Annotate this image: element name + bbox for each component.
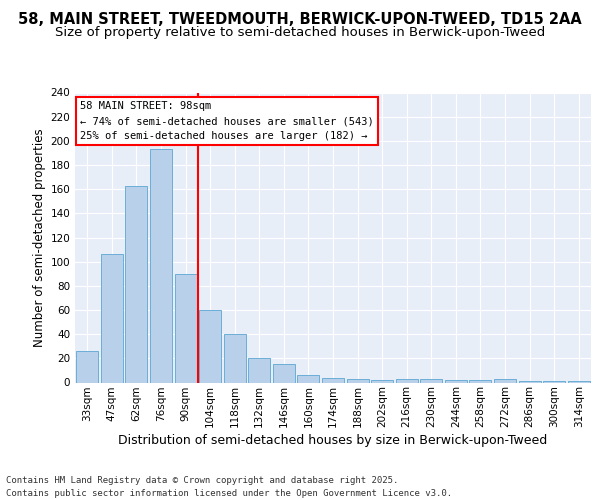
Bar (199, 310, 221, 382)
Bar (150, 150, 172, 382)
Bar (224, 334, 246, 382)
Bar (395, 379, 418, 382)
Bar (101, 254, 123, 382)
Bar (469, 380, 491, 382)
Y-axis label: Number of semi-detached properties: Number of semi-detached properties (33, 128, 46, 347)
Bar (322, 378, 344, 382)
X-axis label: Distribution of semi-detached houses by size in Berwick-upon-Tweed: Distribution of semi-detached houses by … (118, 434, 548, 448)
Bar (298, 375, 319, 382)
Bar (420, 379, 442, 382)
Bar (125, 186, 148, 382)
Text: 58, MAIN STREET, TWEEDMOUTH, BERWICK-UPON-TWEED, TD15 2AA: 58, MAIN STREET, TWEEDMOUTH, BERWICK-UPO… (18, 12, 582, 28)
Text: 58 MAIN STREET: 98sqm
← 74% of semi-detached houses are smaller (543)
25% of sem: 58 MAIN STREET: 98sqm ← 74% of semi-deta… (80, 101, 374, 141)
Bar (347, 379, 368, 382)
Bar (273, 364, 295, 382)
Bar (494, 379, 516, 382)
Text: Contains HM Land Registry data © Crown copyright and database right 2025.
Contai: Contains HM Land Registry data © Crown c… (6, 476, 452, 498)
Bar (76, 351, 98, 382)
Bar (248, 358, 271, 382)
Bar (175, 274, 197, 382)
Bar (371, 380, 393, 382)
Text: Size of property relative to semi-detached houses in Berwick-upon-Tweed: Size of property relative to semi-detach… (55, 26, 545, 39)
Bar (445, 380, 467, 382)
